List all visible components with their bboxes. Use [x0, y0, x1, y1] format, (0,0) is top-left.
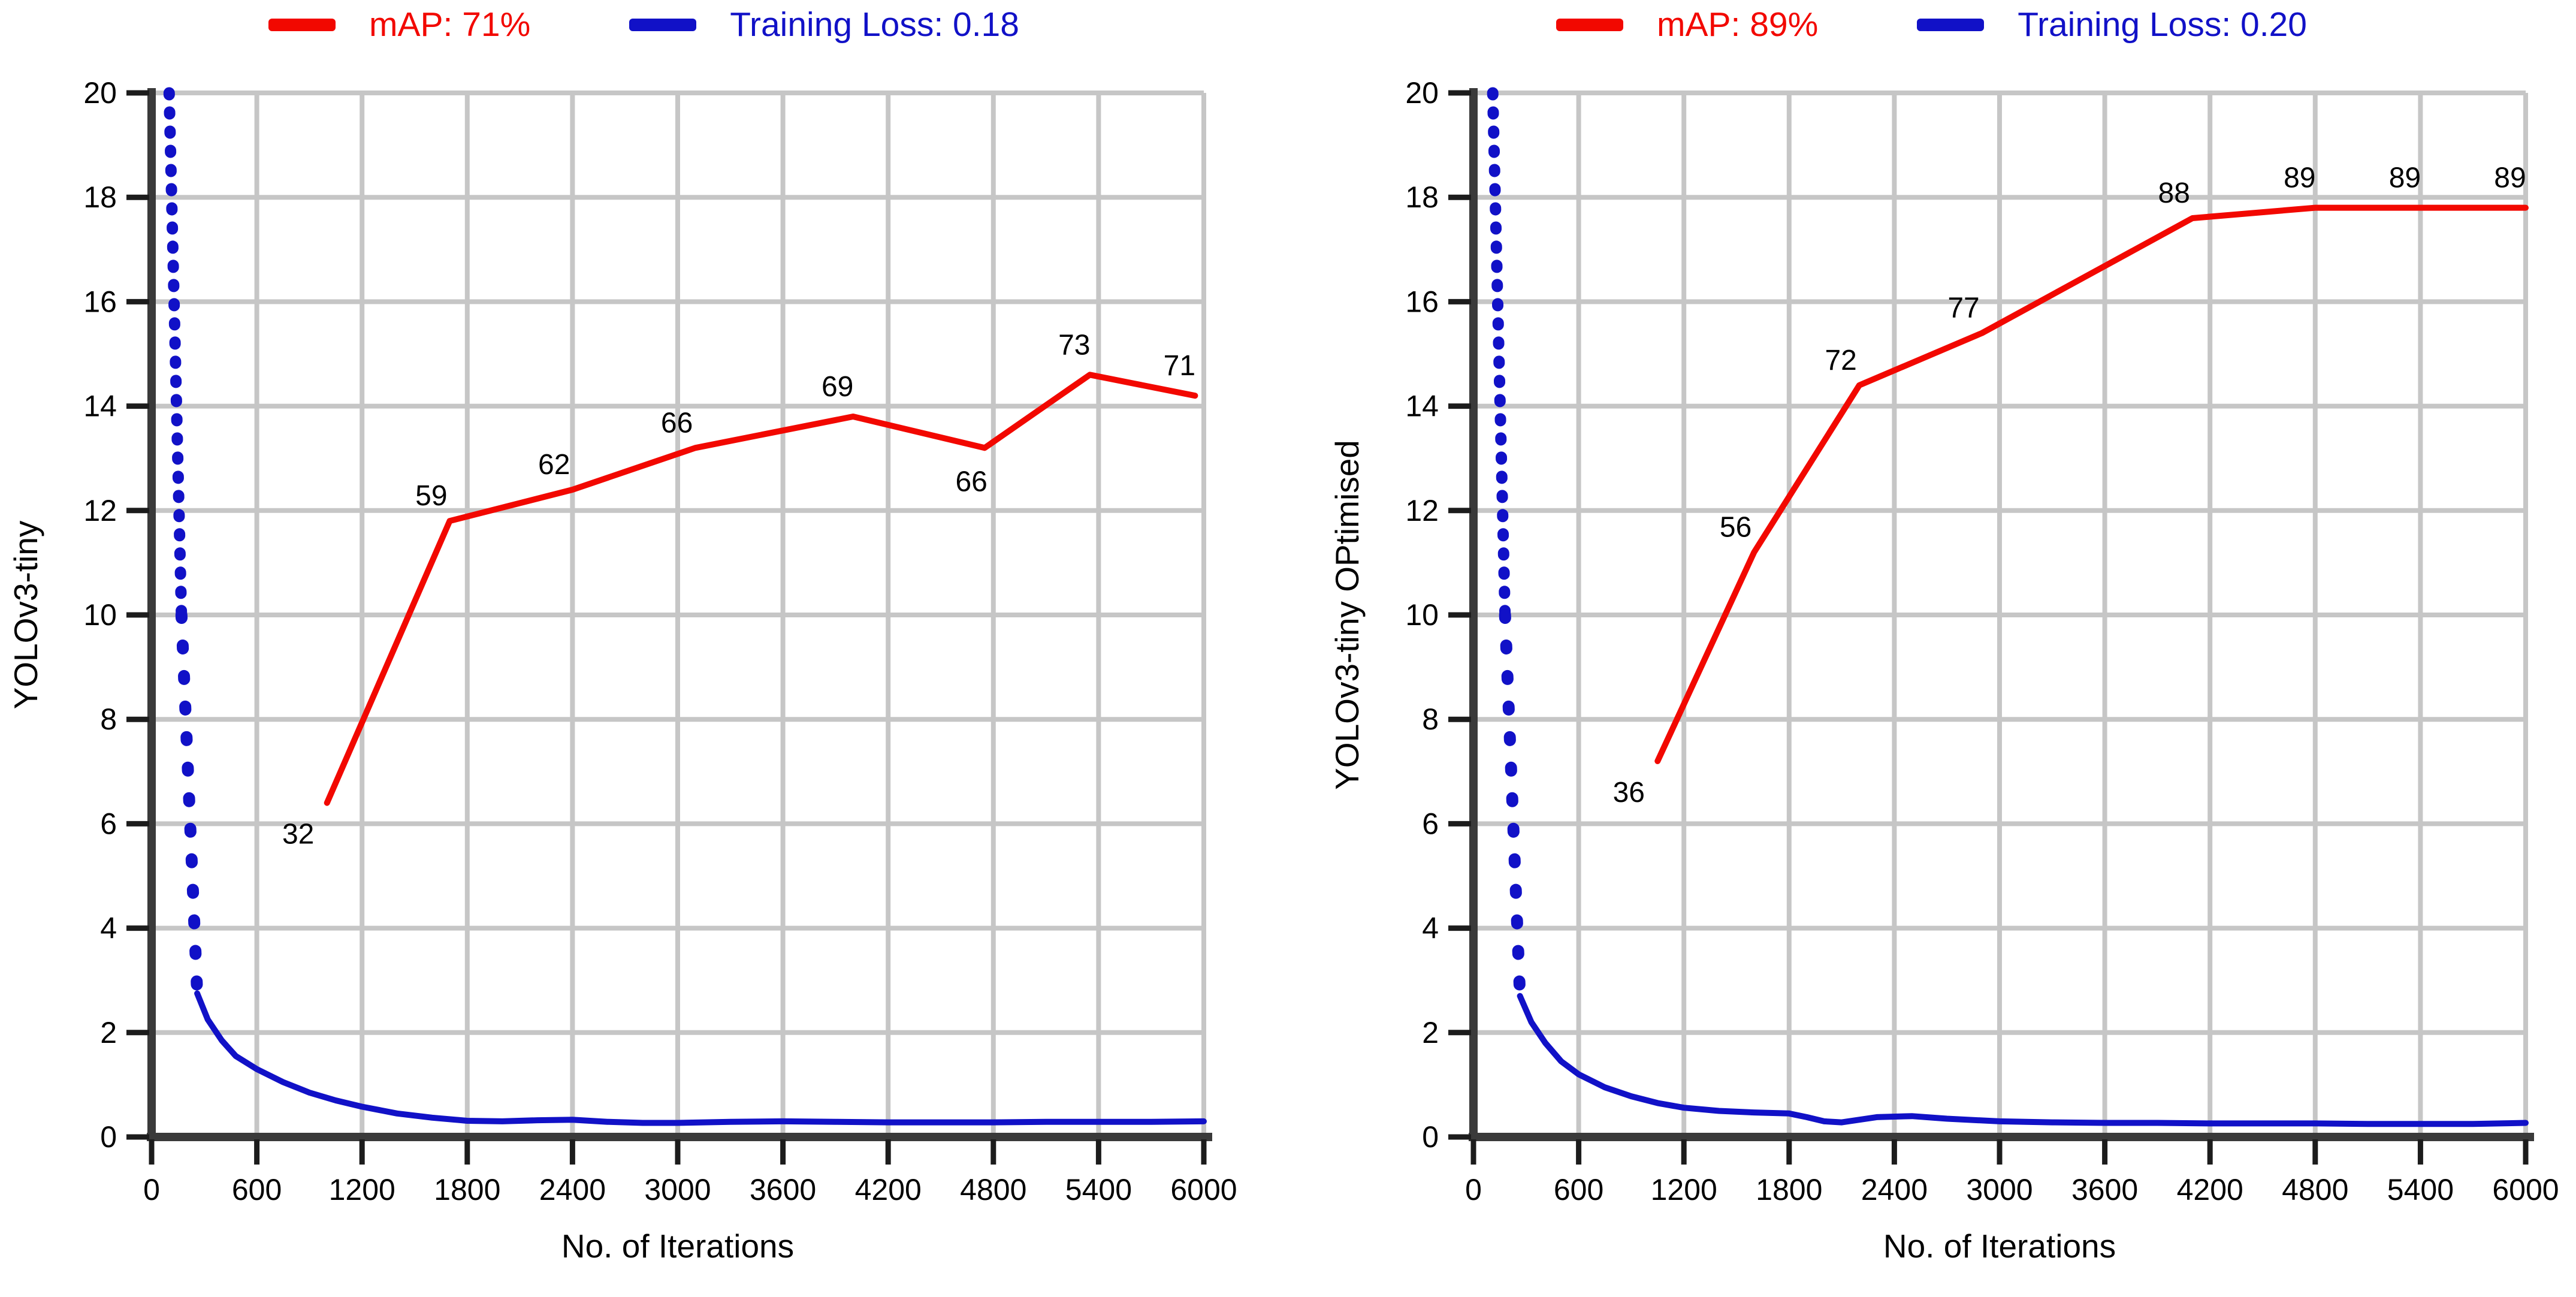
- y-tick-label: 14: [83, 390, 117, 423]
- y-tick-label: 2: [100, 1016, 117, 1049]
- map-point-label: 66: [955, 466, 987, 497]
- x-axis-label: No. of Iterations: [561, 1227, 794, 1265]
- training-loss-line-dotted: [1499, 609, 1526, 1002]
- x-tick-label: 6000: [2492, 1173, 2559, 1206]
- x-tick-label: 5400: [2387, 1173, 2454, 1206]
- x-tick-label: 2400: [539, 1173, 606, 1206]
- x-tick-label: 1800: [434, 1173, 500, 1206]
- plot-yolov3-tiny: 0 600 1200 1800 2400 3000 3600 4200 4800 5400 6000…: [7, 76, 1237, 1265]
- y-tick-label: 16: [1405, 285, 1439, 318]
- x-tick-label: 3000: [1966, 1173, 2033, 1206]
- training-loss-line-solid: [194, 990, 1207, 1126]
- y-tick-label: 12: [1405, 494, 1439, 527]
- chart-yolov3-tiny: mAP: 71% Training Loss: 0.18 0 600 1200 180…: [7, 5, 1237, 1265]
- y-tick-label: 0: [100, 1120, 117, 1154]
- map-point-label: 69: [822, 371, 853, 403]
- x-tick-label: 5400: [1065, 1173, 1132, 1206]
- x-axis-label: No. of Iterations: [1883, 1227, 2116, 1265]
- map-line: [1654, 204, 2529, 764]
- map-point-label: 56: [1720, 511, 1751, 543]
- y-tick-label: 4: [100, 912, 117, 945]
- map-point-label: 73: [1058, 329, 1090, 361]
- training-loss-line-solid: [1517, 993, 2529, 1127]
- y-tick-label: 8: [1422, 702, 1439, 736]
- y-axis-label: YOLOv3-tiny OPtimised: [1328, 440, 1366, 790]
- map-point-label: 88: [2158, 177, 2190, 209]
- x-tick-label: 6000: [1170, 1173, 1237, 1206]
- y-tick-label: 18: [83, 180, 117, 214]
- map-point-label: 72: [1825, 345, 1856, 376]
- y-axis-label: YOLOv3-tiny: [7, 520, 44, 709]
- y-tick-label: 16: [83, 285, 117, 318]
- training-loss-line-dotted: [175, 609, 204, 1000]
- y-tick-label: 10: [1405, 598, 1439, 632]
- x-tick-label: 3600: [2071, 1173, 2138, 1206]
- y-tick-label: 4: [1422, 912, 1439, 945]
- map-point-label: 36: [1613, 777, 1645, 809]
- y-tick-label: 6: [1422, 807, 1439, 840]
- map-point-label: 77: [1947, 292, 1979, 324]
- map-point-label: 89: [2284, 162, 2315, 194]
- x-tick-label: 1200: [1651, 1173, 1717, 1206]
- map-point-label: 71: [1164, 350, 1195, 382]
- y-tick-label: 12: [83, 494, 117, 527]
- y-tick-label: 20: [83, 76, 117, 110]
- x-tick-label: 4800: [2282, 1173, 2348, 1206]
- x-tick-label: 600: [1554, 1173, 1603, 1206]
- y-tick-label: 18: [1405, 180, 1439, 214]
- x-tick-label: 3600: [750, 1173, 816, 1206]
- map-point-label: 89: [2494, 162, 2526, 194]
- map-line: [324, 372, 1198, 806]
- x-tick-label: 0: [1465, 1173, 1482, 1206]
- y-tick-label: 6: [100, 807, 117, 840]
- x-tick-label: 3000: [644, 1173, 711, 1206]
- map-point-label: 62: [538, 449, 570, 481]
- y-tick-label: 2: [1422, 1016, 1439, 1049]
- x-tick-label: 1200: [329, 1173, 395, 1206]
- y-tick-label: 8: [100, 702, 117, 736]
- chart-yolov3-tiny-optimised: mAP: 89% Training Loss: 0.20 0 600 1200 180…: [1288, 0, 2575, 1297]
- y-tick-label: 20: [1405, 76, 1439, 110]
- y-tick-label: 14: [1405, 390, 1439, 423]
- map-point-label: 66: [661, 407, 693, 439]
- x-tick-label: 0: [143, 1173, 160, 1206]
- map-point-label: 32: [282, 819, 314, 850]
- x-tick-label: 2400: [1861, 1173, 1928, 1206]
- x-tick-label: 4200: [2177, 1173, 2243, 1206]
- map-point-label: 89: [2389, 162, 2421, 194]
- x-tick-label: 4200: [855, 1173, 922, 1206]
- x-tick-label: 600: [232, 1173, 282, 1206]
- y-tick-label: 0: [1422, 1120, 1439, 1154]
- map-point-label: 59: [415, 480, 447, 512]
- training-loss-line-dotted-dense: [163, 87, 188, 621]
- x-tick-label: 4800: [960, 1173, 1026, 1206]
- plot-yolov3-tiny-optimised: 0 600 1200 1800 2400 3000 3600 4200 4800 5400 6000…: [1328, 76, 2559, 1265]
- y-tick-label: 10: [83, 598, 117, 632]
- x-tick-label: 1800: [1756, 1173, 1822, 1206]
- training-loss-line-dotted-dense: [1487, 87, 1511, 621]
